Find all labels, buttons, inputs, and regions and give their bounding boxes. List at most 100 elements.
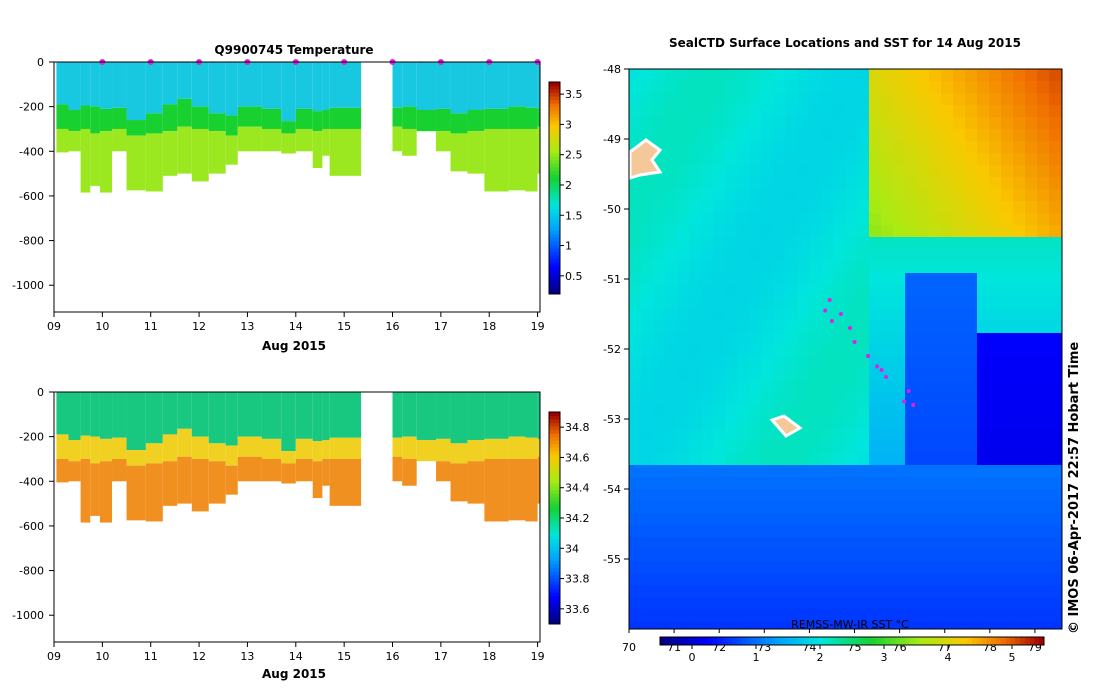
sst-cell bbox=[761, 537, 773, 549]
sst-cell bbox=[1013, 225, 1025, 237]
sst-cell bbox=[629, 105, 641, 117]
temp-upper-layer-cell bbox=[467, 62, 485, 110]
sst-cell bbox=[1049, 465, 1061, 477]
sst-cell bbox=[737, 585, 749, 597]
seal-location-point bbox=[866, 354, 871, 358]
sst-cell bbox=[857, 273, 869, 285]
sst-cell bbox=[677, 501, 689, 513]
sst-cell bbox=[857, 261, 869, 273]
sst-cell bbox=[641, 441, 653, 453]
sst-cell bbox=[689, 333, 701, 345]
sst-cell bbox=[869, 285, 881, 297]
temp-upper-layer-cell bbox=[261, 62, 282, 109]
temp-colorbar-segment bbox=[549, 120, 560, 125]
sst-cell bbox=[881, 309, 893, 321]
sst-cell bbox=[725, 609, 737, 621]
sst-cell bbox=[1049, 405, 1061, 417]
sst-cell bbox=[977, 141, 989, 153]
sst-colorbar-segment bbox=[746, 637, 752, 645]
sst-cell bbox=[1037, 141, 1049, 153]
sst-cell bbox=[653, 237, 665, 249]
sst-cell bbox=[689, 285, 701, 297]
sst-cell bbox=[761, 201, 773, 213]
sst-colorbar-segment bbox=[981, 637, 987, 645]
sst-cell bbox=[965, 405, 977, 417]
sst-cell bbox=[881, 501, 893, 513]
sst-cell bbox=[857, 141, 869, 153]
sal-middle-layer-cell bbox=[208, 443, 226, 462]
sst-colorbar-segment bbox=[952, 637, 959, 645]
sal-middle-layer-cell bbox=[450, 443, 468, 464]
sst-cell bbox=[797, 537, 809, 549]
sst-cell bbox=[1001, 537, 1013, 549]
sst-cell bbox=[1025, 357, 1037, 369]
sst-cell bbox=[629, 261, 641, 273]
sst-cell bbox=[929, 525, 941, 537]
sst-cell bbox=[641, 117, 653, 129]
sst-cell bbox=[665, 357, 677, 369]
sst-cell bbox=[929, 405, 941, 417]
sst-cell bbox=[893, 345, 905, 357]
sst-cell bbox=[1025, 417, 1037, 429]
sst-cell bbox=[641, 309, 653, 321]
sst-cell bbox=[1001, 573, 1013, 585]
sst-cell bbox=[977, 177, 989, 189]
sst-cell bbox=[941, 105, 953, 117]
sst-cell bbox=[905, 129, 917, 141]
sal-middle-layer-cell bbox=[99, 438, 113, 462]
sst-cell bbox=[1001, 153, 1013, 165]
sal-y-tick-label: -600 bbox=[19, 520, 44, 533]
sst-cell bbox=[761, 393, 773, 405]
sst-cell bbox=[713, 225, 725, 237]
sst-cell bbox=[953, 261, 965, 273]
sst-cell bbox=[977, 429, 989, 441]
sal-colorbar-segment bbox=[549, 479, 560, 484]
sst-cell bbox=[725, 537, 737, 549]
sst-cell bbox=[1013, 213, 1025, 225]
sst-cell bbox=[689, 105, 701, 117]
sst-cell bbox=[1037, 453, 1049, 465]
sst-cell bbox=[965, 609, 977, 621]
sst-cell bbox=[917, 105, 929, 117]
sst-cell bbox=[1049, 357, 1061, 369]
sst-cell bbox=[845, 117, 857, 129]
sst-cell bbox=[641, 597, 653, 609]
sal-x-tick-label: 19 bbox=[531, 650, 545, 663]
sst-cell bbox=[809, 81, 821, 93]
temp-colorbar-segment bbox=[549, 269, 560, 274]
sst-cell bbox=[653, 261, 665, 273]
sst-cell bbox=[1001, 69, 1013, 81]
sst-cell bbox=[1037, 405, 1049, 417]
sst-cell bbox=[797, 357, 809, 369]
sst-cell bbox=[677, 249, 689, 261]
sst-cell bbox=[929, 237, 941, 249]
sst-cell bbox=[857, 453, 869, 465]
sst-colorbar-segment bbox=[1024, 637, 1031, 645]
temp-colorbar-segment bbox=[549, 124, 560, 129]
sst-cell bbox=[773, 465, 785, 477]
sal-upper-layer-cell bbox=[537, 392, 540, 439]
sst-cell bbox=[893, 549, 905, 561]
sst-cell bbox=[893, 165, 905, 177]
sst-cell bbox=[845, 69, 857, 81]
temp-colorbar-tick-label: 3.5 bbox=[565, 88, 583, 101]
sst-cell bbox=[977, 81, 989, 93]
sal-lower-layer-cell bbox=[329, 458, 362, 506]
temperature-chart: Q9900745 Temperature 0-200-400-600-800-1… bbox=[12, 43, 582, 353]
sst-cell bbox=[737, 321, 749, 333]
sst-cell bbox=[761, 489, 773, 501]
sst-cell bbox=[953, 189, 965, 201]
sal-upper-layer-cell bbox=[484, 392, 509, 439]
sst-cell bbox=[677, 165, 689, 177]
temp-x-tick-label: 18 bbox=[482, 320, 496, 333]
sst-cell bbox=[881, 81, 893, 93]
sst-cell bbox=[677, 465, 689, 477]
temp-upper-layer-cell bbox=[295, 62, 313, 109]
sst-cell bbox=[797, 585, 809, 597]
temp-lower-layer-cell bbox=[281, 133, 296, 154]
sst-cell bbox=[1013, 129, 1025, 141]
sst-cell bbox=[785, 549, 797, 561]
sst-cell bbox=[773, 597, 785, 609]
sst-cell bbox=[665, 309, 677, 321]
